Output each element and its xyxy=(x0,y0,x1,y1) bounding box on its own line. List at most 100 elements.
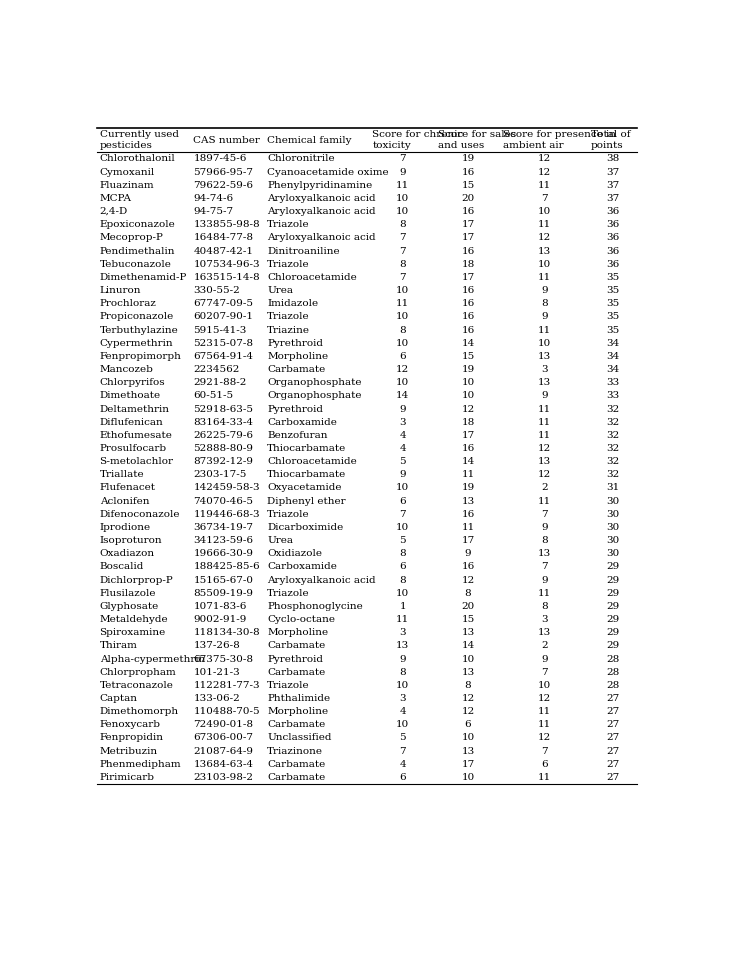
Text: Propiconazole: Propiconazole xyxy=(100,313,174,321)
Text: 10: 10 xyxy=(538,339,551,348)
Text: 5: 5 xyxy=(399,536,406,545)
Text: 79622-59-6: 79622-59-6 xyxy=(194,181,254,189)
Text: 12: 12 xyxy=(538,470,551,480)
Text: Fenpropidin: Fenpropidin xyxy=(100,733,163,743)
Text: 30: 30 xyxy=(606,510,619,519)
Text: 1897-45-6: 1897-45-6 xyxy=(194,154,247,163)
Text: Score for chronic
toxicity: Score for chronic toxicity xyxy=(372,130,463,150)
Text: Urea: Urea xyxy=(267,536,293,545)
Text: 9002-91-9: 9002-91-9 xyxy=(194,615,247,624)
Text: 32: 32 xyxy=(606,444,619,453)
Text: 26225-79-6: 26225-79-6 xyxy=(194,431,254,440)
Text: 19666-30-9: 19666-30-9 xyxy=(194,550,254,558)
Text: 38: 38 xyxy=(606,154,619,163)
Text: 8: 8 xyxy=(399,576,406,585)
Text: Aryloxyalkanoic acid: Aryloxyalkanoic acid xyxy=(267,233,376,243)
Text: MCPA: MCPA xyxy=(100,194,132,203)
Text: 30: 30 xyxy=(606,496,619,506)
Text: 11: 11 xyxy=(538,496,551,506)
Text: 7: 7 xyxy=(399,233,406,243)
Text: 8: 8 xyxy=(399,668,406,677)
Text: 12: 12 xyxy=(538,444,551,453)
Text: Total of
points: Total of points xyxy=(591,130,630,150)
Text: Boscalid: Boscalid xyxy=(100,562,144,571)
Text: Phenmedipham: Phenmedipham xyxy=(100,759,181,769)
Text: 27: 27 xyxy=(606,720,619,729)
Text: 32: 32 xyxy=(606,470,619,480)
Text: 5: 5 xyxy=(399,733,406,743)
Text: Mancozeb: Mancozeb xyxy=(100,365,153,374)
Text: 9: 9 xyxy=(542,576,548,585)
Text: 13: 13 xyxy=(461,496,474,506)
Text: 2303-17-5: 2303-17-5 xyxy=(194,470,247,480)
Text: 10: 10 xyxy=(396,523,409,532)
Text: 36: 36 xyxy=(606,233,619,243)
Text: Captan: Captan xyxy=(100,694,138,703)
Text: 6: 6 xyxy=(399,773,406,782)
Text: Linuron: Linuron xyxy=(100,286,141,295)
Text: 13: 13 xyxy=(538,378,551,387)
Text: 57966-95-7: 57966-95-7 xyxy=(194,168,254,177)
Text: 11: 11 xyxy=(396,615,409,624)
Text: 16484-77-8: 16484-77-8 xyxy=(194,233,254,243)
Text: Carboxamide: Carboxamide xyxy=(267,418,337,426)
Text: 60207-90-1: 60207-90-1 xyxy=(194,313,254,321)
Text: Triazole: Triazole xyxy=(267,260,310,269)
Text: 35: 35 xyxy=(606,299,619,308)
Text: 16: 16 xyxy=(461,510,474,519)
Text: 6: 6 xyxy=(399,562,406,571)
Text: Imidazole: Imidazole xyxy=(267,299,318,308)
Text: 23103-98-2: 23103-98-2 xyxy=(194,773,254,782)
Text: Score for presence in
ambient air: Score for presence in ambient air xyxy=(503,130,616,150)
Text: Tebuconazole: Tebuconazole xyxy=(100,260,172,269)
Text: 67375-30-8: 67375-30-8 xyxy=(194,654,254,663)
Text: 7: 7 xyxy=(399,154,406,163)
Text: Chloroacetamide: Chloroacetamide xyxy=(267,273,357,282)
Text: 142459-58-3: 142459-58-3 xyxy=(194,484,260,492)
Text: 6: 6 xyxy=(399,352,406,361)
Text: Chloroacetamide: Chloroacetamide xyxy=(267,457,357,466)
Text: 87392-12-9: 87392-12-9 xyxy=(194,457,254,466)
Text: Chlorpropham: Chlorpropham xyxy=(100,668,177,677)
Text: Flufenacet: Flufenacet xyxy=(100,484,155,492)
Text: Phthalimide: Phthalimide xyxy=(267,694,331,703)
Text: 10: 10 xyxy=(461,391,474,400)
Text: Chloronitrile: Chloronitrile xyxy=(267,154,335,163)
Text: 4: 4 xyxy=(399,431,406,440)
Text: 11: 11 xyxy=(538,273,551,282)
Text: 15: 15 xyxy=(461,181,474,189)
Text: Chemical family: Chemical family xyxy=(267,136,352,145)
Text: Currently used
pesticides: Currently used pesticides xyxy=(100,130,179,150)
Text: 30: 30 xyxy=(606,536,619,545)
Text: 163515-14-8: 163515-14-8 xyxy=(194,273,260,282)
Text: 85509-19-9: 85509-19-9 xyxy=(194,588,254,598)
Text: 28: 28 xyxy=(606,668,619,677)
Text: Fluazinam: Fluazinam xyxy=(100,181,154,189)
Text: Oxyacetamide: Oxyacetamide xyxy=(267,484,342,492)
Text: 10: 10 xyxy=(396,286,409,295)
Text: 8: 8 xyxy=(542,536,548,545)
Text: 7: 7 xyxy=(399,247,406,255)
Text: 15165-67-0: 15165-67-0 xyxy=(194,576,254,585)
Text: 12: 12 xyxy=(538,154,551,163)
Text: Morpholine: Morpholine xyxy=(267,707,328,717)
Text: 28: 28 xyxy=(606,681,619,689)
Text: 10: 10 xyxy=(396,194,409,203)
Text: 12: 12 xyxy=(396,365,409,374)
Text: 10: 10 xyxy=(396,484,409,492)
Text: Pyrethroid: Pyrethroid xyxy=(267,339,323,348)
Text: 7: 7 xyxy=(399,510,406,519)
Text: 16: 16 xyxy=(461,299,474,308)
Text: 11: 11 xyxy=(538,707,551,717)
Text: Aryloxyalkanoic acid: Aryloxyalkanoic acid xyxy=(267,207,376,217)
Text: 27: 27 xyxy=(606,773,619,782)
Text: 29: 29 xyxy=(606,602,619,611)
Text: 15: 15 xyxy=(461,615,474,624)
Text: 10: 10 xyxy=(461,654,474,663)
Text: 6: 6 xyxy=(465,720,471,729)
Text: Prosulfocarb: Prosulfocarb xyxy=(100,444,166,453)
Text: Iprodione: Iprodione xyxy=(100,523,151,532)
Text: 16: 16 xyxy=(461,207,474,217)
Text: 4: 4 xyxy=(399,707,406,717)
Text: 8: 8 xyxy=(465,588,471,598)
